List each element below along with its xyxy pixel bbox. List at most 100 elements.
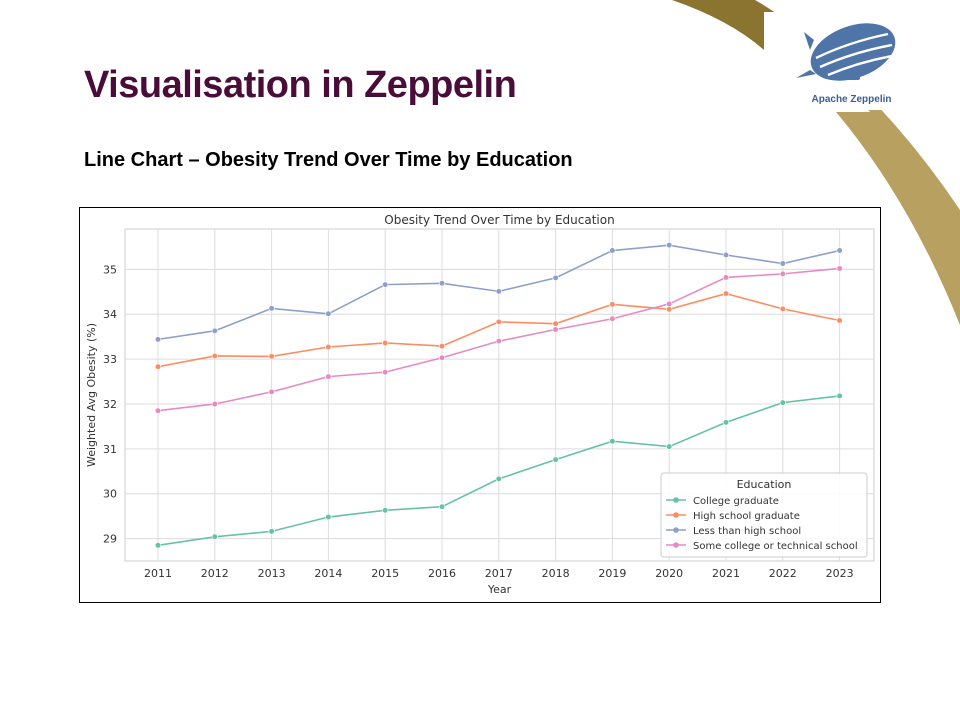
data-point <box>154 407 162 414</box>
apache-zeppelin-logo: Apache Zeppelin <box>764 12 939 110</box>
data-point <box>779 305 786 312</box>
data-point <box>211 327 218 334</box>
data-point <box>438 280 446 287</box>
legend-label: College graduate <box>693 496 779 507</box>
data-point <box>722 274 730 281</box>
data-point <box>154 336 162 343</box>
data-point <box>438 503 446 510</box>
data-point <box>268 388 275 395</box>
data-point <box>552 456 559 463</box>
data-point <box>779 399 786 406</box>
data-point <box>495 338 502 345</box>
y-tick-labels: 29 30 31 32 33 34 35 <box>103 263 117 545</box>
data-point <box>325 373 332 380</box>
swoosh-light-band <box>820 50 960 325</box>
data-point <box>552 320 559 327</box>
legend-marker <box>673 497 679 503</box>
data-point <box>382 369 389 376</box>
chart-frame: 29 30 31 32 33 34 35 2011 2012 2013 2014 2015 2016 2… <box>79 207 881 603</box>
data-point <box>211 533 218 540</box>
legend-item: Some college or technical school <box>666 541 858 552</box>
series-some-college-or-technical-school <box>154 265 843 414</box>
legend-marker <box>673 527 679 533</box>
x-tick-label: 2013 <box>258 567 286 580</box>
legend-title: Education <box>737 478 792 491</box>
legend-label: Some college or technical school <box>693 541 858 552</box>
data-point <box>722 419 730 426</box>
data-point <box>382 507 389 514</box>
data-point <box>495 288 502 295</box>
data-point <box>325 310 332 317</box>
legend: Education College graduate High school gr… <box>660 472 868 558</box>
legend-label: Less than high school <box>693 526 801 537</box>
data-point <box>609 301 616 308</box>
x-tick-labels: 2011 2012 2013 2014 2015 2016 2017 2018 2019 2020… <box>144 567 854 580</box>
x-tick-label: 2012 <box>201 567 229 580</box>
x-tick-label: 2011 <box>144 567 172 580</box>
data-point <box>154 363 162 370</box>
legend-marker <box>673 542 679 548</box>
data-point <box>779 270 786 277</box>
legend-item: Less than high school <box>666 526 801 537</box>
data-point <box>552 326 559 333</box>
y-tick-label: 33 <box>103 353 117 366</box>
x-tick-label: 2014 <box>314 567 342 580</box>
y-axis-label: Weighted Avg Obesity (%) <box>85 323 98 467</box>
data-point <box>382 339 389 347</box>
data-point <box>836 265 843 272</box>
data-point <box>154 542 162 549</box>
data-point <box>722 290 730 297</box>
y-tick-label: 30 <box>103 488 117 501</box>
data-point <box>211 400 218 408</box>
x-tick-label: 2021 <box>712 567 740 580</box>
data-point <box>836 317 843 324</box>
x-tick-label: 2018 <box>542 567 570 580</box>
data-point <box>268 305 275 312</box>
gridlines <box>125 229 874 561</box>
y-tick-label: 35 <box>103 263 117 276</box>
data-point <box>609 247 616 254</box>
data-point <box>495 475 502 482</box>
x-tick-label: 2023 <box>826 567 854 580</box>
data-point <box>438 342 446 350</box>
series-less-than-high-school <box>154 242 843 343</box>
data-point <box>836 247 843 254</box>
legend-box <box>660 472 868 558</box>
y-tick-label: 32 <box>103 398 117 411</box>
slide-subtitle: Line Chart – Obesity Trend Over Time by … <box>84 149 573 171</box>
data-point <box>609 315 616 322</box>
slide-title: Visualisation in Zeppelin <box>84 64 517 106</box>
data-point <box>779 260 786 267</box>
x-tick-label: 2019 <box>598 567 626 580</box>
x-axis-label: Year <box>487 583 512 596</box>
legend-items: College graduate High school graduate Less… <box>666 496 858 552</box>
x-tick-label: 2020 <box>655 567 683 580</box>
data-point <box>268 353 275 360</box>
data-point <box>666 242 673 249</box>
x-tick-label: 2022 <box>769 567 797 580</box>
y-tick-label: 31 <box>103 443 117 456</box>
legend-marker <box>673 512 679 518</box>
data-point <box>666 306 673 313</box>
data-point <box>722 251 730 259</box>
chart-title: Obesity Trend Over Time by Education <box>384 213 614 227</box>
data-point <box>552 274 559 282</box>
data-point <box>495 318 502 325</box>
data-point <box>666 300 673 308</box>
x-tick-label: 2016 <box>428 567 456 580</box>
y-tick-label: 29 <box>103 533 117 546</box>
series-college-graduate <box>154 392 843 549</box>
data-point <box>609 438 616 445</box>
data-point <box>325 343 332 351</box>
series-lines <box>154 242 843 549</box>
data-point <box>268 528 275 535</box>
x-tick-label: 2015 <box>371 567 399 580</box>
legend-label: High school graduate <box>693 511 800 522</box>
data-point <box>211 352 218 360</box>
x-tick-label: 2017 <box>485 567 513 580</box>
data-point <box>836 392 843 399</box>
data-point <box>325 513 332 521</box>
zeppelin-airship-icon <box>796 23 896 81</box>
